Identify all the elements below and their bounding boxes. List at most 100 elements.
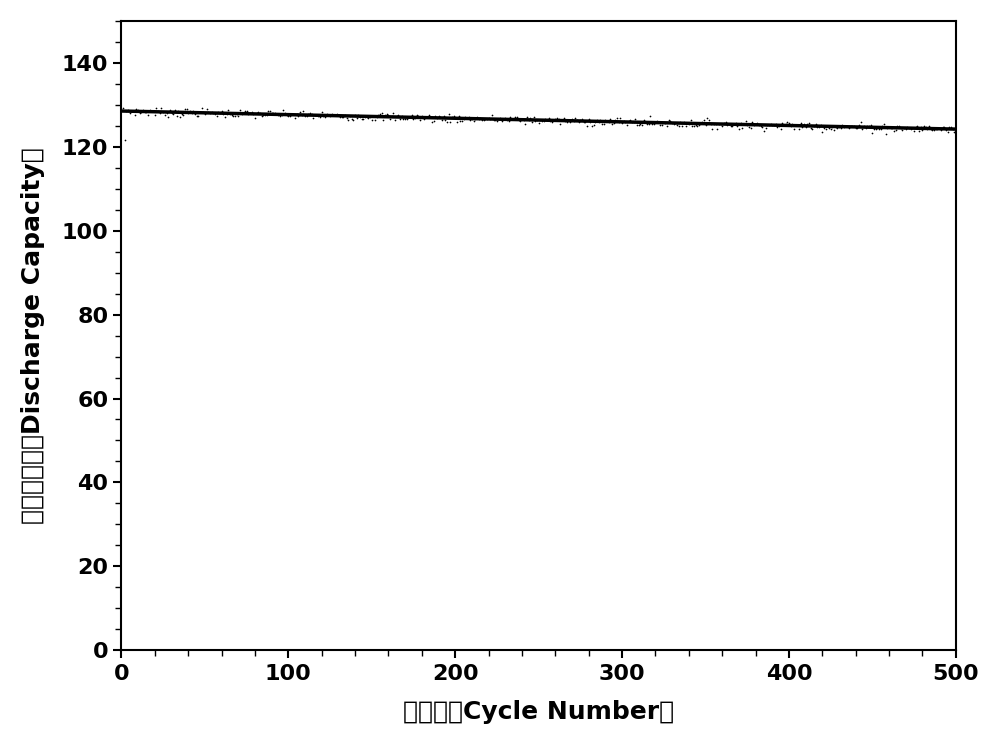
- Point: [157, 109, 173, 121]
- Point: [923, 124, 939, 136]
- Point: [192, 106, 208, 118]
- Point: [395, 113, 411, 125]
- Point: [148, 102, 164, 114]
- Point: [407, 112, 423, 124]
- Point: [502, 112, 518, 124]
- Point: [879, 122, 895, 134]
- Point: [736, 118, 752, 130]
- Point: [562, 115, 578, 127]
- Point: [741, 121, 757, 133]
- Point: [521, 114, 537, 126]
- Point: [921, 121, 937, 133]
- Point: [289, 108, 305, 120]
- Point: [721, 118, 737, 130]
- Point: [315, 110, 331, 122]
- Point: [123, 105, 139, 117]
- Point: [492, 112, 508, 124]
- Point: [771, 120, 787, 132]
- Point: [429, 112, 445, 124]
- Point: [854, 123, 870, 135]
- Point: [699, 112, 715, 124]
- Point: [933, 124, 949, 136]
- Point: [644, 118, 660, 130]
- Point: [904, 121, 920, 133]
- Point: [709, 123, 725, 135]
- Point: [667, 116, 683, 128]
- Point: [666, 118, 682, 130]
- Point: [888, 124, 904, 136]
- Point: [679, 118, 695, 130]
- Point: [180, 107, 196, 119]
- Point: [941, 121, 957, 133]
- Point: [637, 115, 653, 127]
- Point: [853, 116, 869, 128]
- Point: [676, 116, 692, 128]
- Point: [389, 110, 405, 122]
- Point: [612, 112, 628, 124]
- Point: [494, 115, 510, 127]
- Point: [292, 106, 308, 118]
- Point: [723, 120, 739, 132]
- Point: [607, 113, 623, 125]
- Point: [287, 112, 303, 124]
- Point: [806, 121, 822, 133]
- Point: [778, 118, 794, 130]
- Point: [385, 107, 401, 119]
- Point: [571, 116, 587, 128]
- Point: [379, 108, 395, 120]
- Point: [537, 113, 553, 125]
- Point: [532, 115, 548, 127]
- Point: [127, 109, 143, 121]
- Point: [874, 120, 890, 132]
- Point: [928, 123, 944, 135]
- Point: [871, 123, 887, 135]
- Point: [672, 116, 688, 128]
- Point: [224, 110, 240, 121]
- Point: [137, 106, 153, 118]
- Point: [724, 120, 740, 132]
- Point: [260, 106, 276, 118]
- Point: [444, 111, 460, 123]
- Point: [202, 107, 218, 118]
- Point: [474, 114, 490, 126]
- Point: [946, 126, 962, 138]
- Point: [387, 114, 403, 126]
- Point: [616, 115, 632, 127]
- Point: [557, 115, 573, 127]
- Point: [659, 121, 675, 133]
- Point: [631, 119, 647, 131]
- Point: [219, 107, 235, 119]
- Point: [359, 111, 375, 123]
- Point: [392, 112, 408, 124]
- Point: [486, 113, 502, 125]
- Point: [399, 113, 415, 125]
- Point: [539, 114, 555, 126]
- Point: [394, 110, 410, 122]
- Point: [819, 120, 835, 132]
- Point: [402, 112, 418, 124]
- Point: [851, 119, 867, 131]
- Point: [931, 122, 947, 134]
- Point: [823, 123, 839, 135]
- Point: [768, 118, 784, 130]
- Point: [269, 109, 285, 121]
- Point: [496, 113, 512, 125]
- Point: [594, 118, 610, 130]
- Point: [629, 119, 645, 131]
- Point: [222, 108, 238, 120]
- Point: [833, 122, 849, 134]
- Point: [751, 119, 767, 131]
- Point: [634, 119, 650, 131]
- Point: [325, 109, 341, 121]
- Point: [507, 111, 523, 123]
- Point: [167, 104, 183, 116]
- Point: [531, 117, 547, 129]
- Point: [377, 110, 393, 121]
- Point: [826, 124, 842, 136]
- Point: [606, 117, 622, 129]
- Point: [382, 112, 398, 124]
- Point: [554, 114, 570, 126]
- Point: [449, 116, 465, 128]
- Point: [153, 101, 169, 113]
- Point: [896, 122, 912, 134]
